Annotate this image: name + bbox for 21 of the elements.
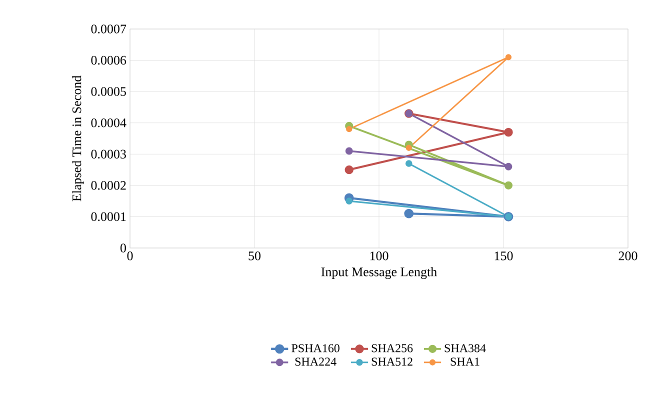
x-tick-label: 150	[494, 252, 513, 260]
x-tick-label: 100	[370, 252, 388, 260]
y-tick-label: 0.0003	[91, 150, 126, 159]
y-tick-label: 0.0007	[91, 24, 126, 34]
legend-label: SHA224	[295, 358, 336, 366]
y-tick-label: 0.0001	[91, 212, 126, 222]
legend-label: SHA512	[372, 358, 412, 366]
y-tick-label: 0.0004	[91, 118, 126, 128]
y-tick-label: 0.0006	[91, 56, 126, 65]
y-tick-label: 0	[120, 244, 126, 252]
legend-label: SHA384	[444, 344, 486, 352]
x-tick-label: 200	[618, 252, 638, 260]
x-axis-title: Input Message Length	[321, 267, 437, 279]
y-tick-label: 0.0002	[91, 181, 126, 190]
y-axis-title: Elapsed Time in Second	[72, 76, 84, 202]
legend-label: PSHA160	[292, 344, 340, 352]
legend-label: SHA1	[450, 358, 480, 366]
legend-label: SHA256	[372, 344, 413, 352]
y-tick-label: 0.0005	[91, 87, 126, 96]
x-tick-label: 50	[248, 252, 261, 260]
x-tick-label: 0	[127, 252, 133, 260]
